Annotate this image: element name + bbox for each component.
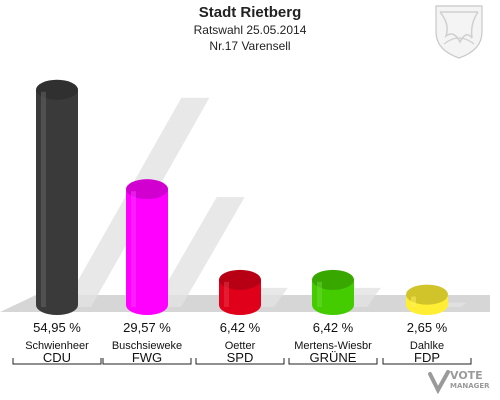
district-label: Nr.17 Varensell bbox=[209, 39, 291, 53]
party-label: GRÜNE bbox=[310, 350, 357, 365]
logo-text-line2: MANAGER bbox=[450, 382, 490, 390]
bar-spd bbox=[219, 269, 288, 315]
bar-top bbox=[36, 79, 78, 100]
value-label: 29,57 % bbox=[123, 320, 171, 335]
bar-body bbox=[219, 279, 261, 315]
party-label: SPD bbox=[227, 350, 254, 365]
bar-body bbox=[312, 279, 354, 315]
bar-highlight bbox=[317, 281, 322, 307]
value-label: 6,42 % bbox=[313, 320, 354, 335]
bar-body bbox=[36, 89, 78, 315]
party-bracket bbox=[195, 358, 285, 365]
party-label: FWG bbox=[132, 350, 162, 365]
candidate-label: Dahlke bbox=[410, 340, 444, 352]
bar-top bbox=[406, 284, 448, 305]
value-label: 6,42 % bbox=[220, 320, 261, 335]
vote-manager-logo-icon bbox=[428, 370, 450, 395]
party-label: FDP bbox=[414, 350, 440, 365]
party-label: CDU bbox=[43, 350, 71, 365]
election-subtitle: Ratswahl 25.05.2014 bbox=[193, 23, 307, 37]
bar-highlight bbox=[131, 191, 136, 307]
candidate-label: Schwienheer bbox=[25, 340, 89, 352]
party-bracket bbox=[12, 358, 102, 365]
logo-text-line1: VOTE bbox=[450, 369, 483, 382]
vote-manager-logo: VOTE MANAGER bbox=[450, 370, 490, 392]
bar-highlight bbox=[411, 296, 416, 307]
chart-title: Stadt Rietberg bbox=[198, 4, 302, 21]
bar-top bbox=[219, 269, 261, 290]
candidate-label: Buschsieweke bbox=[112, 340, 182, 352]
value-label: 54,95 % bbox=[33, 320, 81, 335]
party-bracket bbox=[382, 358, 472, 365]
bar-body bbox=[126, 189, 168, 315]
bar-top bbox=[126, 179, 168, 200]
bar-highlight bbox=[224, 281, 229, 307]
value-label: 2,65 % bbox=[407, 320, 448, 335]
bar-fwg bbox=[126, 179, 245, 315]
bar-highlight bbox=[41, 91, 46, 307]
bar-shadow bbox=[153, 197, 245, 307]
coat-of-arms-icon bbox=[435, 5, 483, 59]
bar-grüne bbox=[312, 269, 381, 315]
party-bracket bbox=[288, 358, 378, 365]
candidate-label: Oetter bbox=[225, 340, 256, 352]
party-bracket bbox=[102, 358, 192, 365]
candidate-label: Mertens-Wiesbr bbox=[294, 340, 372, 352]
bar-fdp bbox=[406, 284, 467, 315]
bar-top bbox=[312, 269, 354, 290]
